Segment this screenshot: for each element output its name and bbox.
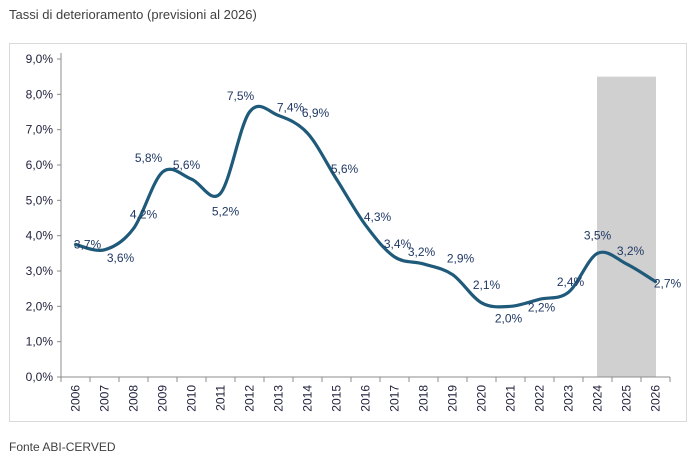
x-tick-label: 2015 [330, 385, 344, 412]
x-tick-label: 2019 [446, 385, 460, 412]
data-label: 3,2% [617, 244, 645, 258]
data-label: 4,2% [130, 208, 158, 222]
y-tick-label: 0,0% [26, 370, 54, 384]
y-tick-label: 1,0% [26, 335, 54, 349]
data-label: 2,1% [473, 278, 501, 292]
data-label: 6,9% [302, 106, 330, 120]
y-tick-label: 9,0% [26, 52, 54, 66]
data-label: 3,2% [408, 245, 436, 259]
x-tick-label: 2025 [620, 385, 634, 412]
y-tick-label: 7,0% [26, 123, 54, 137]
y-tick-label: 3,0% [26, 264, 54, 278]
x-tick-label: 2026 [649, 385, 663, 412]
x-tick-label: 2018 [417, 385, 431, 412]
data-label: 7,4% [277, 101, 305, 115]
x-tick-label: 2020 [475, 385, 489, 412]
chart-frame [9, 43, 687, 422]
data-label: 2,7% [654, 277, 682, 291]
x-tick-label: 2023 [562, 385, 576, 412]
x-tick-label: 2014 [301, 385, 315, 412]
data-label: 4,3% [364, 210, 392, 224]
y-tick-label: 5,0% [26, 193, 54, 207]
x-tick-label: 2007 [98, 385, 112, 412]
y-tick-label: 2,0% [26, 299, 54, 313]
data-label: 5,6% [173, 158, 201, 172]
data-label: 3,6% [107, 251, 135, 265]
x-tick-label: 2012 [243, 385, 257, 412]
forecast-band [597, 76, 656, 378]
x-tick-label: 2006 [69, 385, 83, 412]
data-label: 2,2% [528, 300, 556, 314]
data-label: 5,8% [135, 151, 163, 165]
x-tick-label: 2021 [504, 385, 518, 412]
x-tick-label: 2008 [127, 385, 141, 412]
data-label: 5,2% [212, 204, 240, 218]
data-label: 2,0% [495, 311, 523, 325]
x-tick-label: 2009 [156, 385, 170, 412]
x-tick-label: 2024 [591, 385, 605, 412]
chart-title: Tassi di deterioramento (previsioni al 2… [9, 7, 257, 22]
data-label: 2,4% [557, 275, 585, 289]
x-tick-label: 2013 [272, 385, 286, 412]
x-tick-label: 2011 [214, 385, 228, 411]
source-note: Fonte ABI-CERVED [9, 440, 116, 454]
data-label: 2,9% [447, 252, 475, 266]
data-label: 3,5% [584, 228, 612, 242]
y-tick-label: 6,0% [26, 158, 54, 172]
x-tick-label: 2016 [359, 385, 373, 412]
x-tick-label: 2022 [533, 385, 547, 412]
x-tick-label: 2010 [185, 385, 199, 412]
series-line [73, 104, 658, 309]
data-label: 7,5% [227, 89, 255, 103]
y-tick-label: 4,0% [26, 229, 54, 243]
x-tick-label: 2017 [388, 385, 402, 412]
y-tick-label: 8,0% [26, 87, 54, 101]
data-label: 3,7% [74, 238, 102, 252]
data-label: 5,6% [331, 162, 359, 176]
data-label: 3,4% [384, 237, 412, 251]
